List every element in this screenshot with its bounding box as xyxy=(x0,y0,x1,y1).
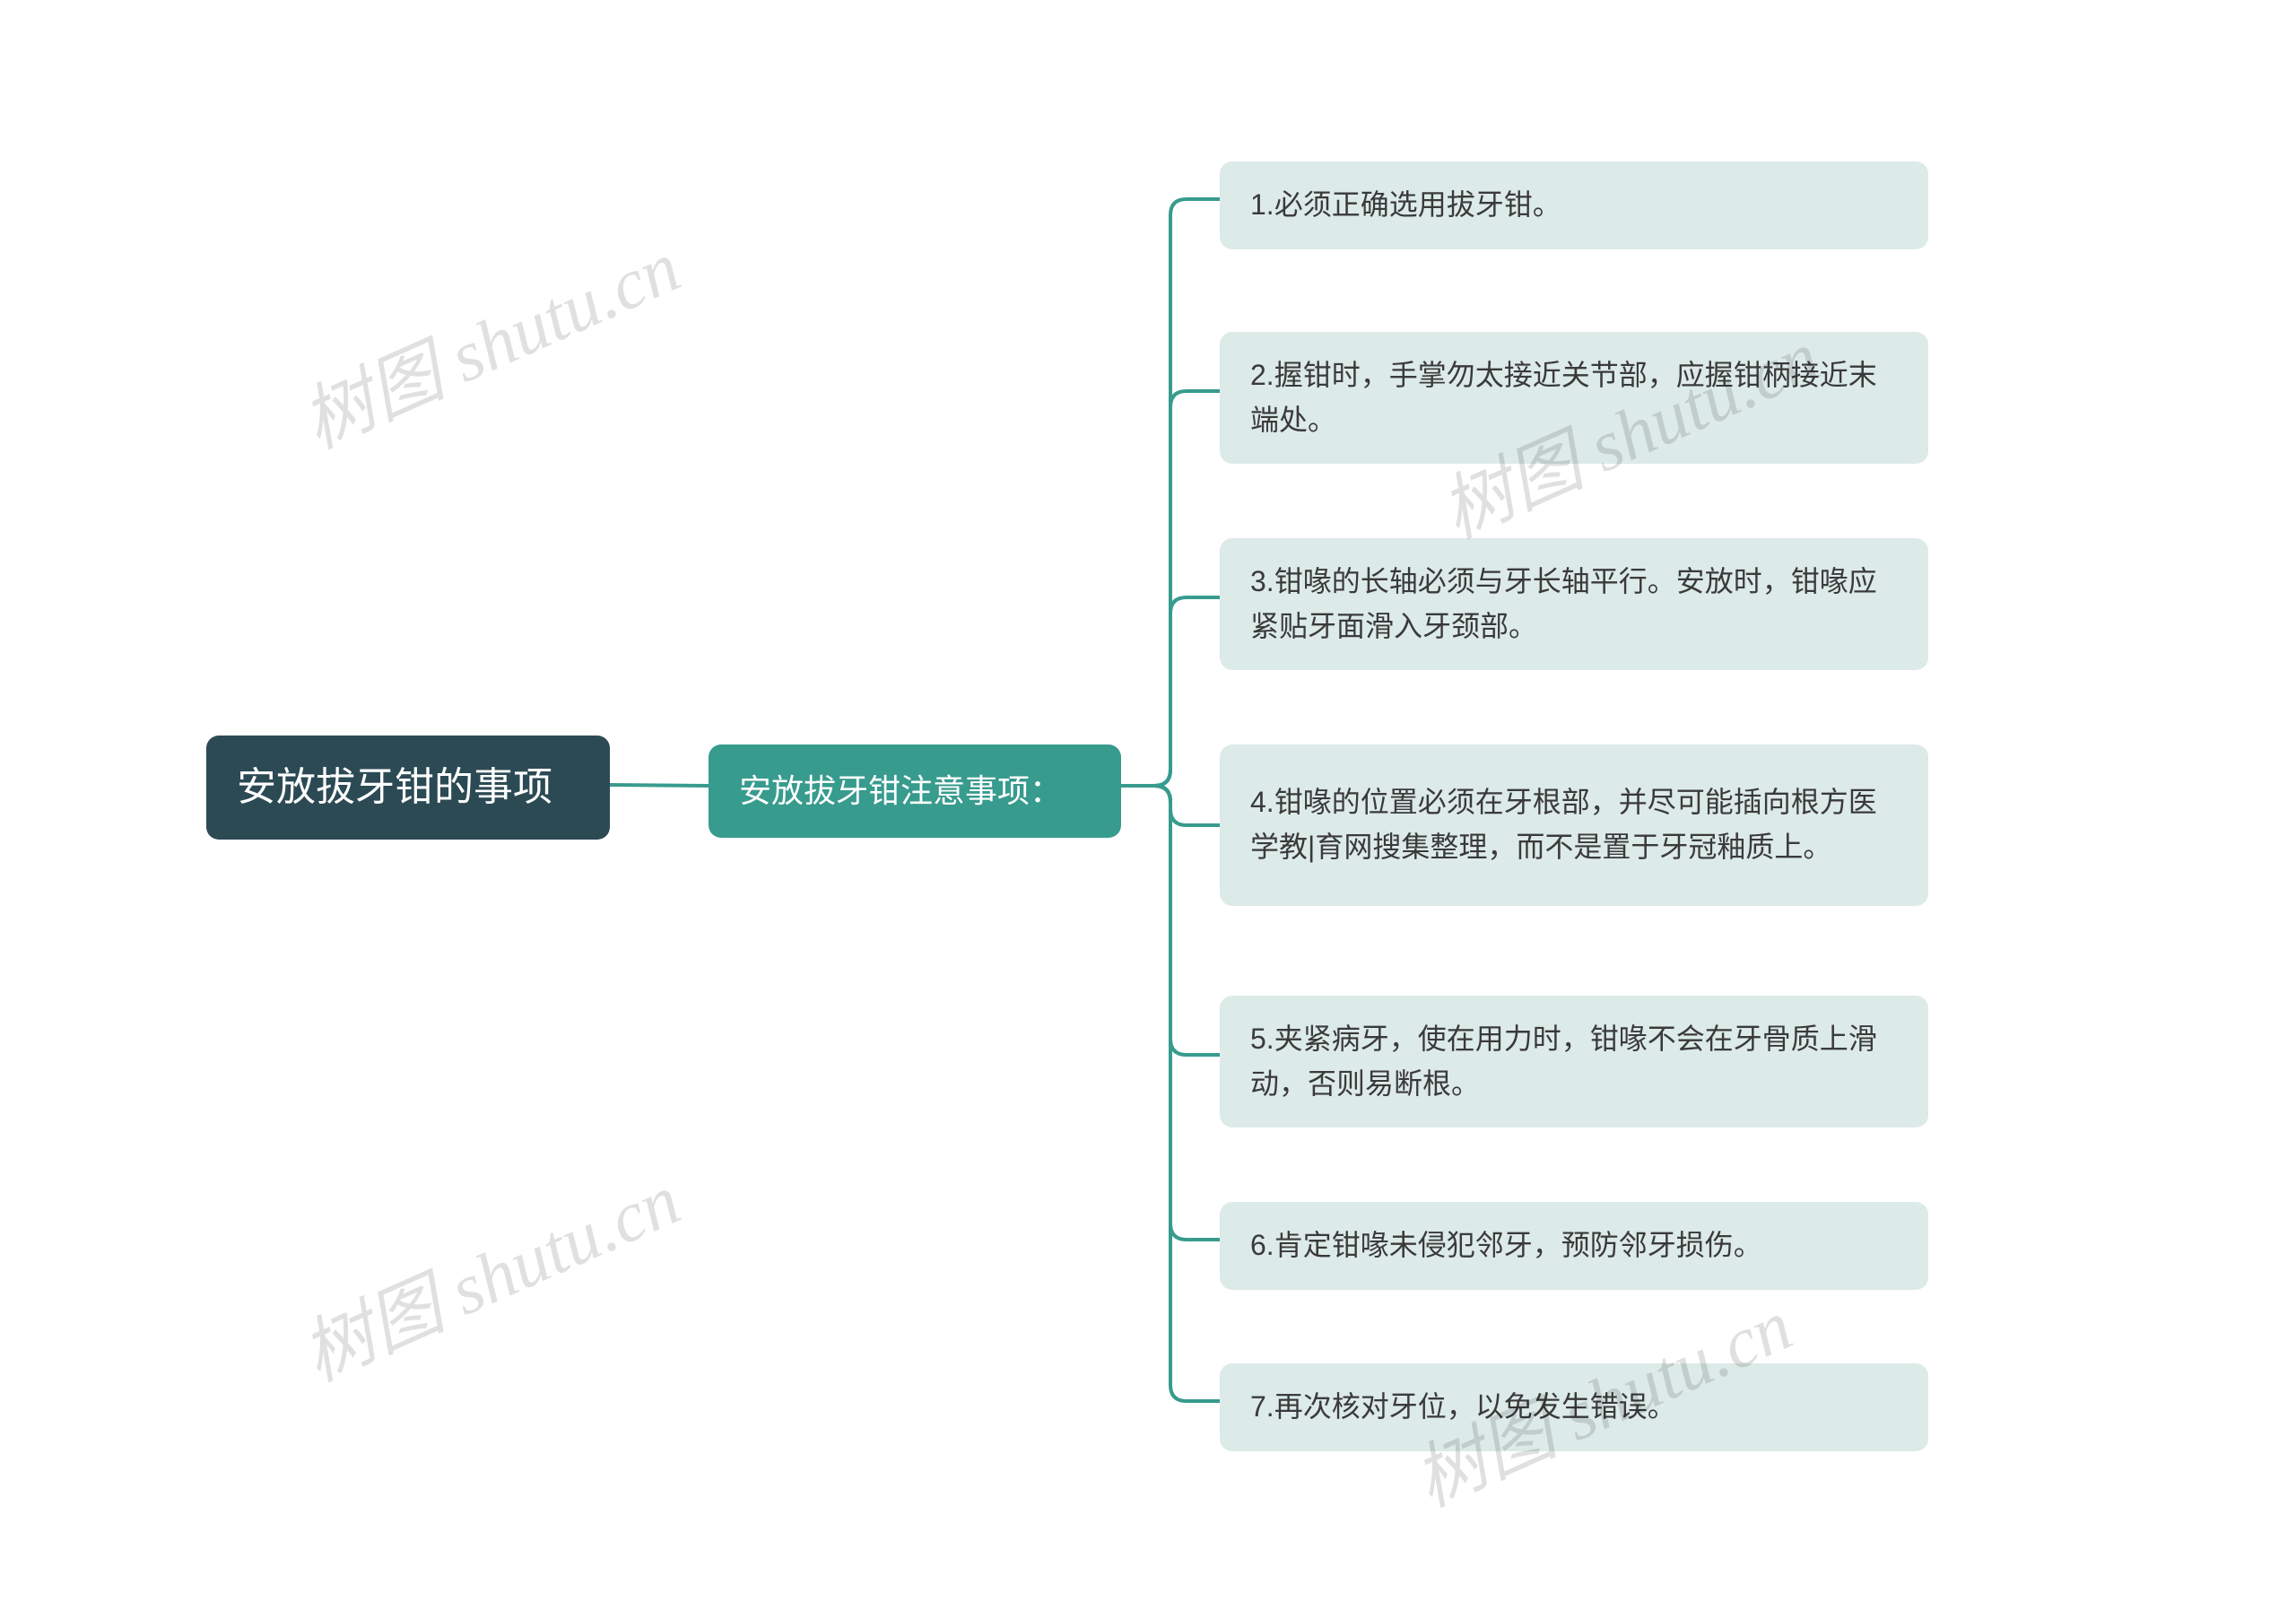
leaf-node-6: 6.肯定钳喙未侵犯邻牙，预防邻牙损伤。 xyxy=(1220,1202,1928,1290)
leaf-label: 1.必须正确选用拔牙钳。 xyxy=(1250,183,1561,228)
leaf-node-4: 4.钳喙的位置必须在牙根部，并尽可能插向根方医学教|育网搜集整理，而不是置于牙冠… xyxy=(1220,744,1928,906)
watermark: 树图 shutu.cn xyxy=(283,210,693,469)
watermark: 树图 shutu.cn xyxy=(283,1143,693,1402)
leaf-label: 4.钳喙的位置必须在牙根部，并尽可能插向根方医学教|育网搜集整理，而不是置于牙冠… xyxy=(1250,780,1898,869)
leaf-node-3: 3.钳喙的长轴必须与牙长轴平行。安放时，钳喙应紧贴牙面滑入牙颈部。 xyxy=(1220,538,1928,670)
leaf-label: 3.钳喙的长轴必须与牙长轴平行。安放时，钳喙应紧贴牙面滑入牙颈部。 xyxy=(1250,560,1898,649)
root-node: 安放拔牙钳的事项 xyxy=(206,736,610,840)
leaf-label: 6.肯定钳喙未侵犯邻牙，预防邻牙损伤。 xyxy=(1250,1223,1762,1268)
leaf-node-1: 1.必须正确选用拔牙钳。 xyxy=(1220,161,1928,249)
leaf-label: 5.夹紧病牙，使在用力时，钳喙不会在牙骨质上滑动，否则易断根。 xyxy=(1250,1017,1898,1106)
leaf-node-5: 5.夹紧病牙，使在用力时，钳喙不会在牙骨质上滑动，否则易断根。 xyxy=(1220,996,1928,1127)
mid-node: 安放拔牙钳注意事项： xyxy=(709,744,1121,838)
mindmap-canvas: 安放拔牙钳的事项 安放拔牙钳注意事项： 1.必须正确选用拔牙钳。2.握钳时，手掌… xyxy=(0,0,2296,1602)
root-label: 安放拔牙钳的事项 xyxy=(237,757,552,818)
mid-label: 安放拔牙钳注意事项： xyxy=(739,766,1062,816)
